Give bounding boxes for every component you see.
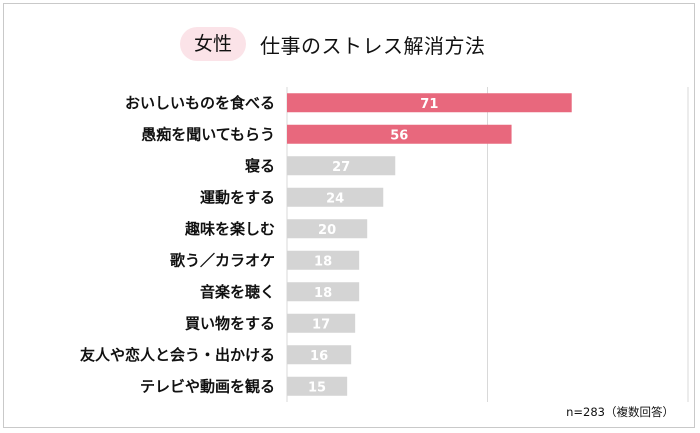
category-label: 買い物をする <box>185 314 275 332</box>
category-label: 友人や恋人と会う・出かける <box>80 346 275 364</box>
category-label: テレビや動画を観る <box>140 377 275 395</box>
bar-value-label: 15 <box>308 380 326 395</box>
category-label: 音楽を聴く <box>200 283 275 301</box>
bar-value-label: 24 <box>326 191 344 206</box>
category-label: 運動をする <box>200 188 275 206</box>
bar <box>287 156 396 176</box>
bar <box>287 345 352 365</box>
bar <box>287 376 348 396</box>
category-label: 歌う／カラオケ <box>170 251 275 269</box>
chart-header: 女性 仕事のストレス解消方法 <box>180 26 486 62</box>
bar-value-label: 56 <box>390 128 408 143</box>
bar <box>287 124 512 144</box>
category-label: 趣味を楽しむ <box>184 220 275 238</box>
bar-value-label: 27 <box>332 160 350 175</box>
bar <box>287 313 356 333</box>
bar <box>287 219 368 239</box>
chart-title: 仕事のストレス解消方法 <box>260 33 486 58</box>
bar-value-label: 18 <box>314 286 332 301</box>
bar <box>287 93 572 113</box>
bar <box>287 187 384 207</box>
bar-value-label: 71 <box>420 97 438 112</box>
bar-value-label: 17 <box>312 317 330 332</box>
sample-size-note: n=283（複数回答） <box>566 405 674 419</box>
category-label: おいしいものを食べる <box>125 94 275 112</box>
category-label: 愚痴を聞いてもらう <box>141 125 275 143</box>
gender-badge: 女性 <box>180 27 247 61</box>
category-label: 寝る <box>245 157 275 175</box>
bar-value-label: 16 <box>310 349 328 364</box>
bar <box>287 282 360 302</box>
bar-value-label: 20 <box>318 223 336 238</box>
bar-value-label: 18 <box>314 254 332 269</box>
bar <box>287 250 360 270</box>
